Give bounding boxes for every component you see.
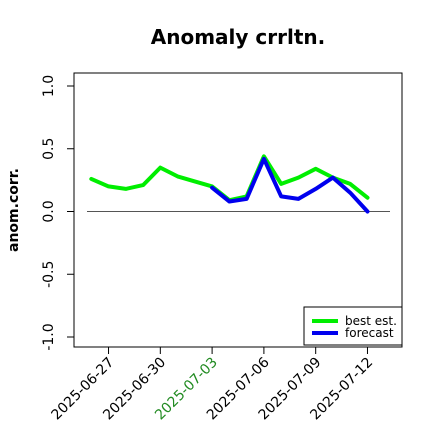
- y-tick-label: -1.0: [41, 323, 57, 350]
- y-axis-label: anom.corr.: [6, 168, 22, 252]
- y-tick-label: 0.5: [41, 138, 57, 160]
- legend-label: best est.: [345, 314, 397, 328]
- y-tick-label: 0.0: [41, 200, 57, 222]
- plot-frame: [73, 72, 403, 348]
- series-line-best-estimate: [89, 154, 370, 203]
- legend-label: forecast: [345, 326, 394, 340]
- y-tick-label: -0.5: [41, 261, 57, 288]
- y-tick-label: 1.0: [41, 75, 57, 97]
- legend-box: [303, 306, 403, 346]
- series-line-forecast: [210, 156, 370, 214]
- chart-title: Anomaly crrltn.: [151, 25, 325, 49]
